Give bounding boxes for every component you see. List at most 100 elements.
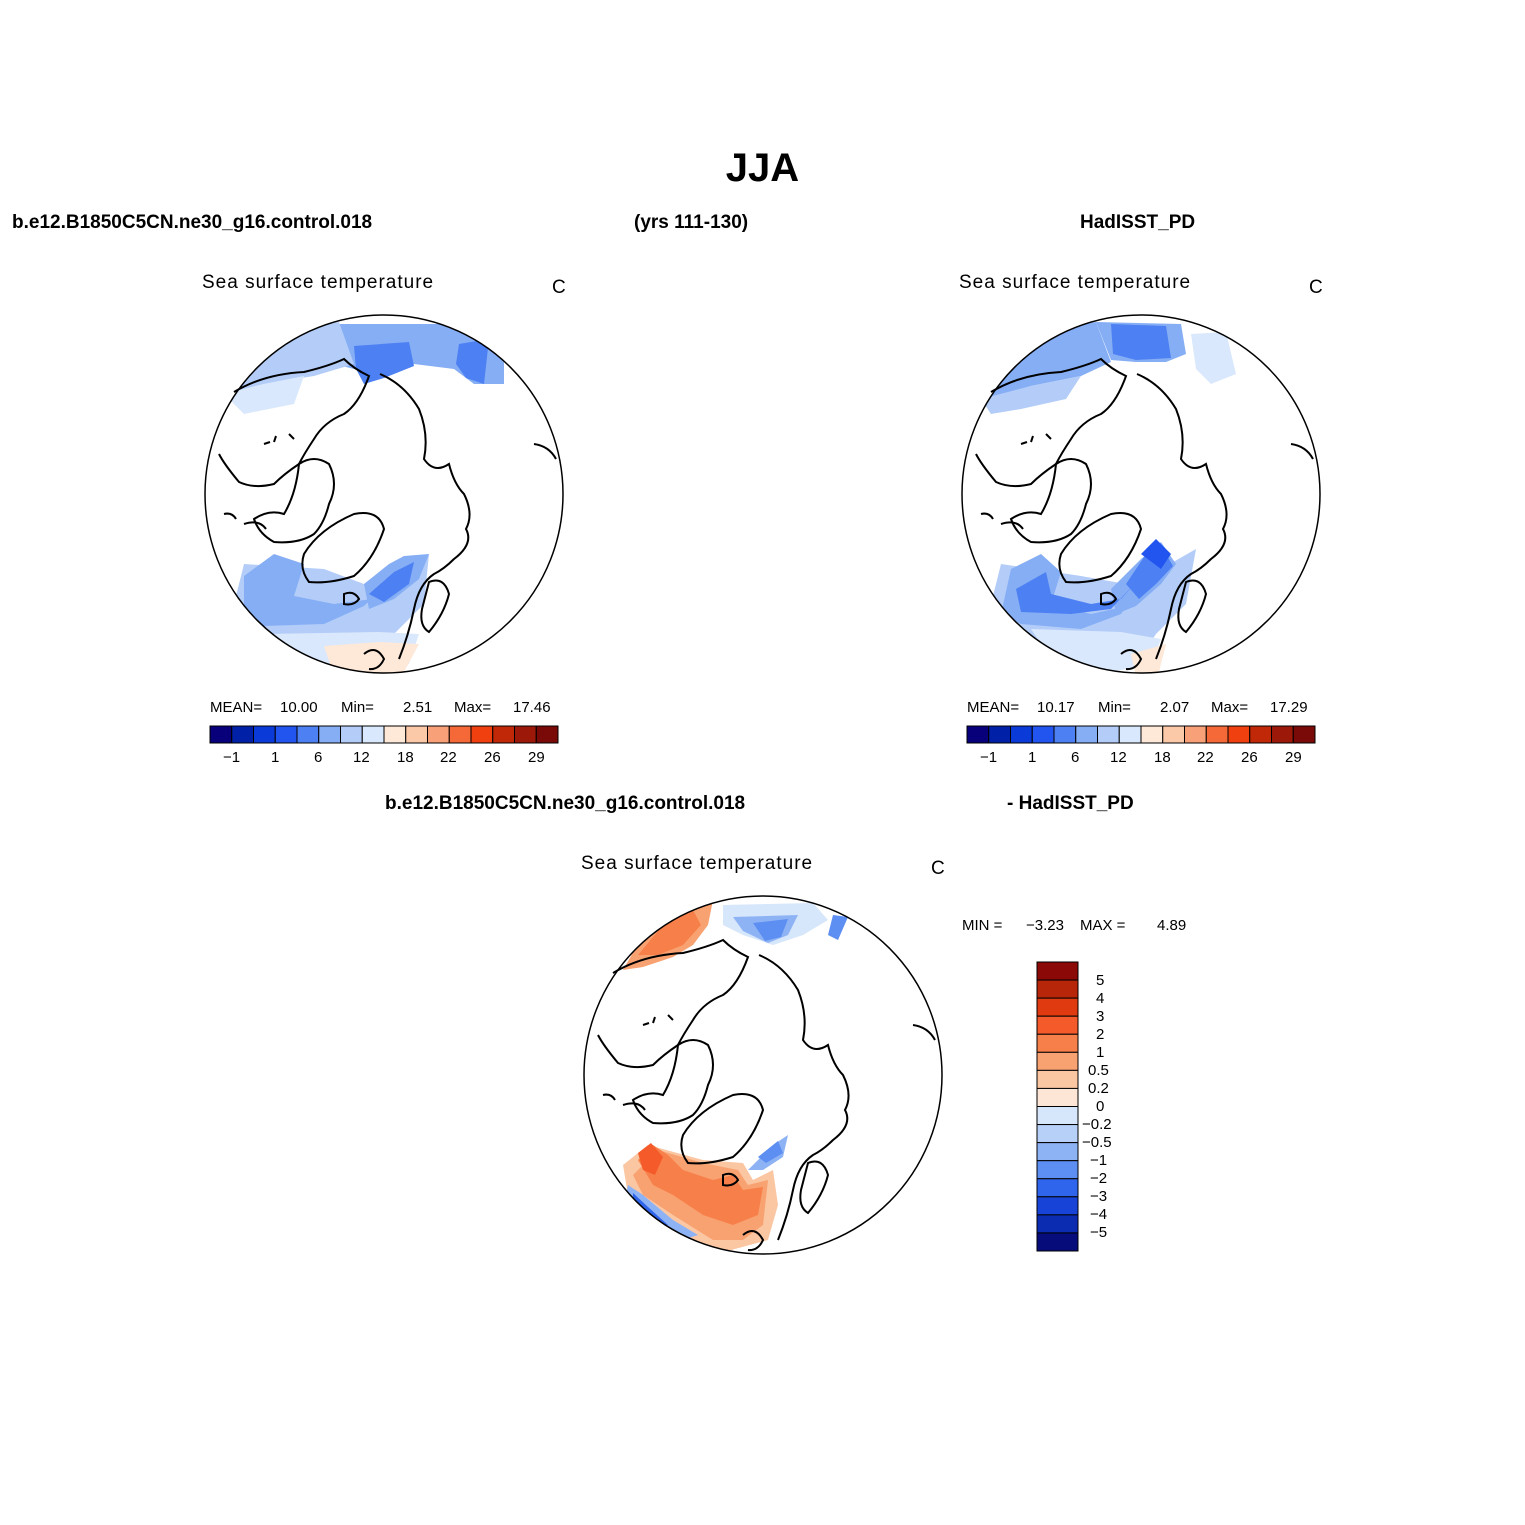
- diff-colorbar-label: 3: [1096, 1008, 1105, 1025]
- obs-colorbar-swatch: [1162, 725, 1185, 744]
- diff-min-label: MIN =: [962, 917, 1003, 934]
- model-mean-label: MEAN=: [210, 699, 263, 716]
- diff-colorbar-label: 0.2: [1088, 1080, 1109, 1097]
- obs-colorbar-tick-label: 6: [1071, 749, 1080, 766]
- model-colorbar-tick-label: 12: [353, 749, 370, 766]
- model-colorbar-swatch: [535, 725, 559, 744]
- diff-colorbar-label: 5: [1096, 972, 1105, 989]
- model-panel-units: C: [552, 277, 566, 298]
- obs-colorbar-swatch: [988, 725, 1011, 744]
- obs-colorbar-tick-label: 18: [1154, 749, 1171, 766]
- obs-coastlines: [975, 357, 1314, 671]
- model-colorbar-swatch: [274, 725, 298, 744]
- obs-colorbar-swatch: [1292, 725, 1316, 744]
- model-polar-map: [204, 314, 564, 674]
- model-sst-shading: [224, 322, 504, 673]
- obs-colorbar-swatch: [1227, 725, 1251, 744]
- diff-colorbar: [1036, 961, 1079, 1252]
- diff-sst-shading: [623, 900, 848, 1254]
- diff-colorbar-label: 4: [1096, 990, 1105, 1007]
- diff-colorbar-label: 0: [1096, 1098, 1105, 1115]
- diff-colorbar-label: 0.5: [1088, 1062, 1109, 1079]
- model-colorbar: [209, 725, 559, 744]
- obs-min-label: Min=: [1098, 699, 1131, 716]
- model-colorbar-swatch: [209, 725, 233, 744]
- diff-max-value: 4.89: [1157, 917, 1187, 934]
- diff-colorbar-swatch: [1036, 1214, 1079, 1234]
- obs-colorbar-swatch: [1249, 725, 1272, 744]
- diff-obs-header: - HadISST_PD: [1007, 793, 1134, 814]
- obs-name-header: HadISST_PD: [1080, 212, 1196, 233]
- obs-colorbar-tick-label: 29: [1285, 749, 1302, 766]
- diff-colorbar-label: −4: [1090, 1206, 1108, 1223]
- diff-colorbar-swatch: [1036, 1124, 1079, 1144]
- model-colorbar-tick-label: 22: [440, 749, 457, 766]
- model-colorbar-tick-label: 1: [271, 749, 280, 766]
- obs-min-value: 2.07: [1160, 699, 1190, 716]
- diff-colorbar-label: 2: [1096, 1026, 1105, 1043]
- obs-sst-shading: [981, 322, 1236, 673]
- diff-colorbar-label: −1: [1090, 1152, 1108, 1169]
- diff-colorbar-swatch: [1036, 1015, 1079, 1035]
- diff-colorbar-swatch: [1036, 1033, 1079, 1053]
- model-colorbar-swatch: [340, 725, 363, 744]
- diff-colorbar-swatch: [1036, 1087, 1079, 1107]
- model-colorbar-swatch: [383, 725, 407, 744]
- diff-map-boundary: [583, 895, 943, 1255]
- model-coastlines: [218, 357, 557, 671]
- obs-colorbar-swatch: [1010, 725, 1033, 744]
- model-colorbar-tick-label: 29: [528, 749, 545, 766]
- diff-panel-units: C: [931, 858, 945, 879]
- model-colorbar-swatch: [448, 725, 472, 744]
- obs-colorbar-swatch: [1205, 725, 1229, 744]
- model-colorbar-swatch: [405, 725, 428, 744]
- obs-map-boundary: [961, 314, 1321, 674]
- model-colorbar-swatch: [492, 725, 515, 744]
- obs-colorbar-tick-label: 12: [1110, 749, 1127, 766]
- diff-colorbar-swatch: [1036, 1232, 1079, 1252]
- obs-colorbar-swatch: [966, 725, 990, 744]
- diff-colorbar-swatch: [1036, 1051, 1079, 1071]
- obs-colorbar-swatch: [1097, 725, 1120, 744]
- obs-polar-map: [961, 314, 1321, 674]
- obs-colorbar-swatch: [1031, 725, 1055, 744]
- model-colorbar-tick-label: 26: [484, 749, 501, 766]
- diff-colorbar-label: 1: [1096, 1044, 1105, 1061]
- diff-colorbar-swatch: [1036, 961, 1079, 981]
- obs-colorbar-tick-label: 1: [1028, 749, 1037, 766]
- diff-coastlines: [597, 938, 936, 1252]
- diff-colorbar-label: −2: [1090, 1170, 1108, 1187]
- diff-colorbar-swatch: [1036, 1196, 1079, 1216]
- obs-max-value: 17.29: [1270, 699, 1308, 716]
- obs-colorbar-swatch: [1053, 725, 1077, 744]
- diff-colorbar-label: −3: [1090, 1188, 1108, 1205]
- model-mean-value: 10.00: [280, 699, 318, 716]
- diff-polar-map: [583, 895, 943, 1255]
- diff-colorbar-label: −0.2: [1082, 1116, 1112, 1133]
- diff-panel-title: Sea surface temperature: [581, 853, 814, 874]
- model-colorbar-tick-label: 6: [314, 749, 323, 766]
- obs-colorbar-swatch: [1271, 725, 1294, 744]
- obs-colorbar-tick-label: 22: [1197, 749, 1214, 766]
- model-colorbar-swatch: [318, 725, 341, 744]
- model-min-label: Min=: [341, 699, 374, 716]
- model-colorbar-swatch: [231, 725, 254, 744]
- diff-colorbar-swatch: [1036, 1178, 1079, 1198]
- model-colorbar-tick-label: 18: [397, 749, 414, 766]
- obs-colorbar-tick-label: −1: [980, 749, 998, 766]
- model-min-value: 2.51: [403, 699, 433, 716]
- diff-colorbar-swatch: [1036, 997, 1079, 1017]
- model-colorbar-swatch: [514, 725, 537, 744]
- obs-colorbar-swatch: [1140, 725, 1164, 744]
- diff-colorbar-label: −5: [1090, 1224, 1108, 1241]
- diff-max-label: MAX =: [1080, 917, 1126, 934]
- model-panel-title: Sea surface temperature: [202, 272, 435, 293]
- model-colorbar-swatch: [296, 725, 320, 744]
- obs-colorbar-swatch: [1118, 725, 1142, 744]
- diff-colorbar-swatch: [1036, 1106, 1079, 1126]
- model-colorbar-swatch: [361, 725, 385, 744]
- diff-colorbar-swatch: [1036, 1069, 1079, 1089]
- diff-colorbar-swatch: [1036, 1160, 1079, 1180]
- figure-title: JJA: [725, 146, 800, 190]
- diff-colorbar-label: −0.5: [1082, 1134, 1112, 1151]
